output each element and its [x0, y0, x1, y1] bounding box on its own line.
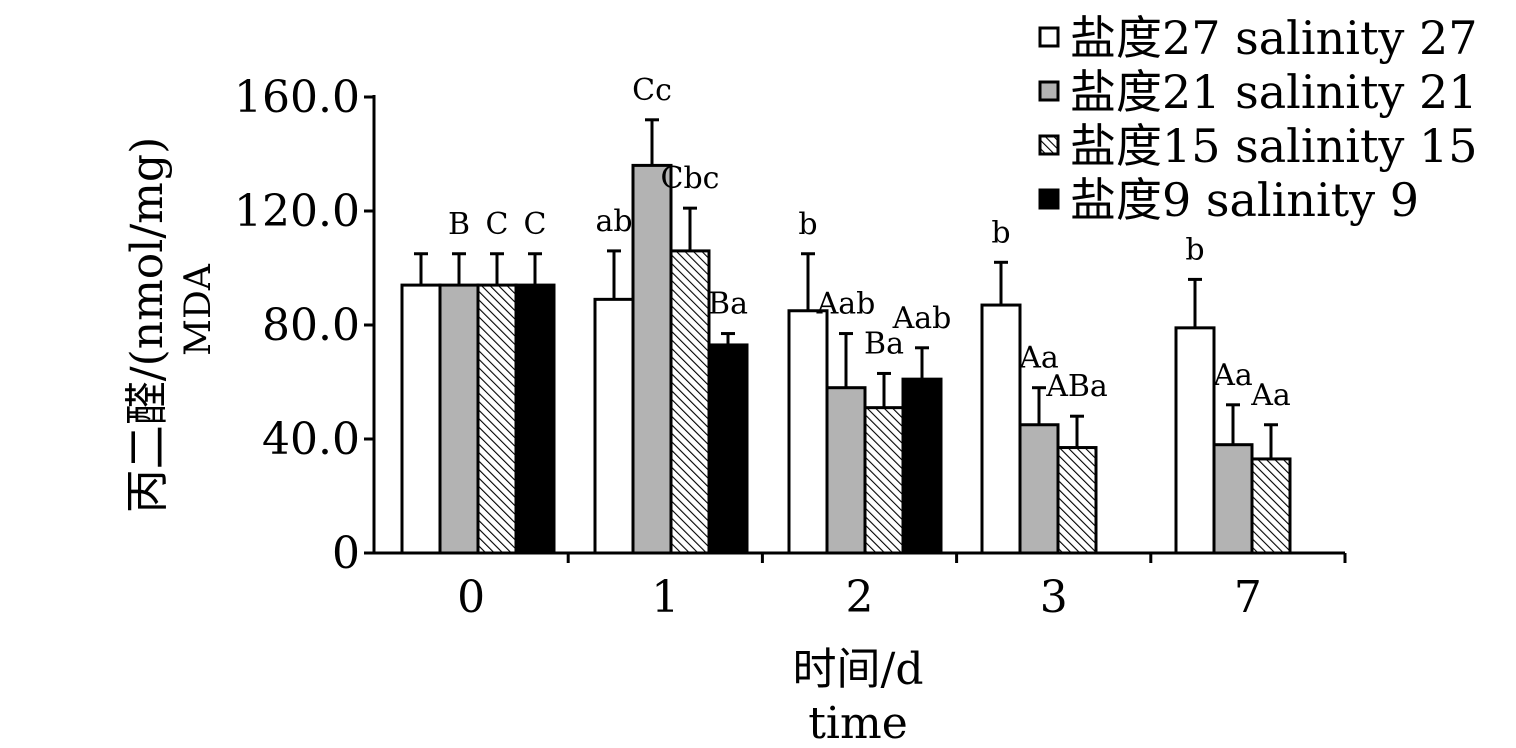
bar [438, 283, 480, 555]
bar [980, 303, 1022, 555]
significance-label: Aab [816, 287, 876, 322]
significance-label: Ba [864, 326, 904, 361]
significance-label: Cc [632, 73, 672, 108]
significance-label: C [524, 207, 547, 242]
bar [707, 343, 749, 555]
legend-swatch [1038, 80, 1060, 102]
y-axis-title-en: MDA [178, 263, 219, 356]
y-tick-label: 160.0 [234, 72, 360, 123]
significance-label: b [1185, 232, 1204, 267]
x-tick-label: 7 [1234, 572, 1262, 623]
x-tick-label: 2 [846, 572, 874, 623]
significance-label: ABa [1045, 369, 1108, 404]
bar [825, 386, 867, 555]
x-tick-label: 0 [457, 572, 485, 623]
x-tick-label: 1 [651, 572, 679, 623]
legend-label: 盐度21 salinity 21 [1070, 65, 1478, 119]
y-tick-label: 80.0 [262, 300, 360, 351]
bar [514, 283, 556, 555]
bar [1056, 446, 1098, 555]
y-tick-label: 40.0 [262, 414, 360, 465]
x-axis-title-en: time [808, 698, 908, 748]
bar [476, 283, 518, 555]
bar [1174, 326, 1216, 555]
bar [593, 297, 635, 555]
significance-label: b [798, 207, 817, 242]
x-tick-label: 3 [1040, 572, 1068, 623]
legend-label: 盐度9 salinity 9 [1070, 173, 1419, 227]
bar [901, 377, 943, 555]
significance-label: Aab [892, 301, 952, 336]
legend-swatch [1038, 134, 1060, 156]
bar [863, 406, 905, 555]
bar [1212, 443, 1254, 555]
legend-label: 盐度27 salinity 27 [1070, 11, 1478, 65]
x-axis-title-cn: 时间/d [793, 644, 924, 695]
significance-label: Aa [1250, 378, 1291, 413]
significance-label: B [448, 207, 470, 242]
legend-label: 盐度15 salinity 15 [1070, 119, 1478, 173]
y-tick-label: 120.0 [234, 186, 360, 237]
legend-swatch [1038, 188, 1060, 210]
bar [1018, 423, 1060, 555]
bar [400, 283, 442, 555]
significance-label: Aa [1212, 358, 1253, 393]
bar [1250, 457, 1292, 555]
significance-label: ab [595, 204, 632, 239]
bar [631, 163, 673, 555]
legend-swatch [1038, 26, 1060, 48]
y-axis-title-cn: 丙二醛/(nmol/mg) [122, 137, 173, 514]
significance-label: Ba [708, 287, 748, 322]
significance-label: Cbc [661, 161, 720, 196]
bar [787, 309, 829, 555]
significance-label: Aa [1018, 341, 1059, 376]
significance-label: b [991, 215, 1010, 250]
bar [669, 249, 711, 555]
y-tick-label: 0 [332, 528, 360, 579]
significance-label: C [486, 207, 509, 242]
